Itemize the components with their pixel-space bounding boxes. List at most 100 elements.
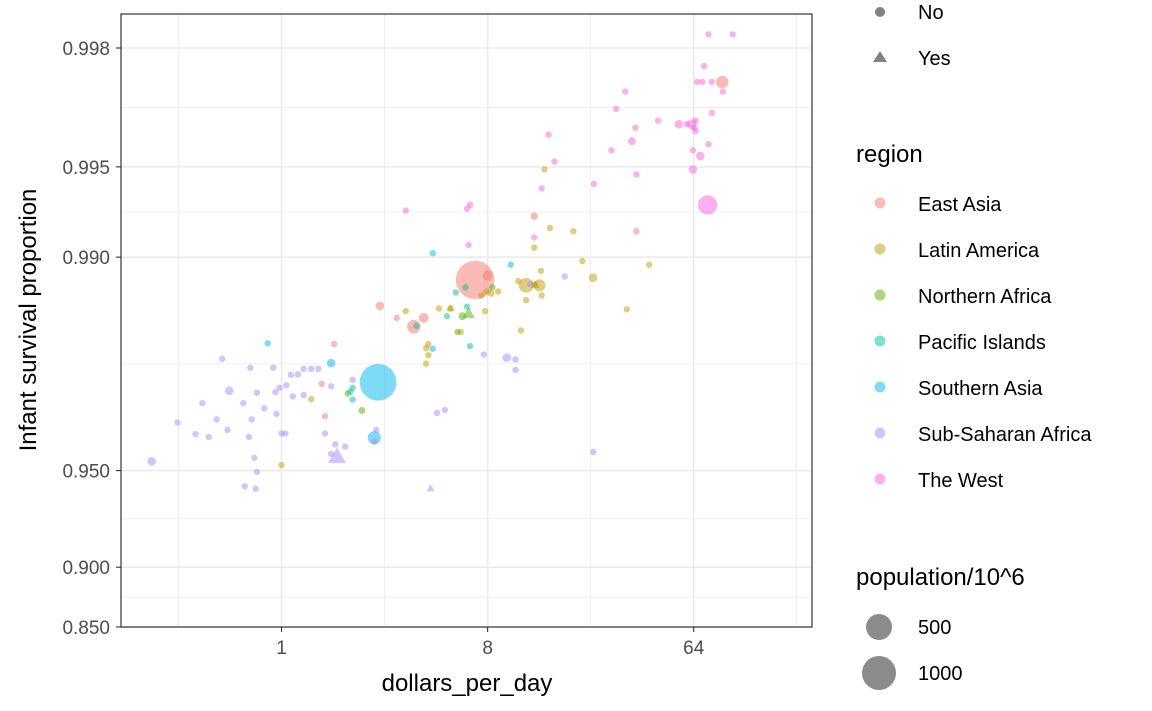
data-point [300,391,307,399]
legend-key-dot-icon [874,289,886,301]
data-point [489,284,496,291]
y-axis-title: Infant survival proportion [15,189,42,452]
data-point [462,284,469,291]
data-point [308,365,315,373]
data-point [261,405,268,412]
data-point [318,380,325,388]
data-point [530,212,538,220]
data-point [654,117,662,124]
data-point-triangle [530,280,540,289]
data-point [589,448,597,456]
y-tick-label: 0.850 [62,618,110,639]
data-point [327,383,335,390]
data-point [613,105,620,113]
data-point [447,305,454,312]
data-point [608,147,615,154]
data-point [481,307,489,315]
data-point [441,406,449,414]
legend-key-triangle-icon [873,51,887,62]
size-key-1000-icon [862,656,896,690]
data-point [252,485,259,492]
data-point [359,363,397,401]
data-point [270,364,277,371]
y-axis-ticks: 0.850 0.900 0.950 0.990 0.995 0.998 [62,39,121,639]
data-point [627,137,636,146]
data-point [425,351,432,359]
x-major-gridlines [280,14,695,627]
data-point [515,277,522,285]
data-point [147,456,157,466]
x-axis-ticks: 1 8 64 [276,627,705,659]
legend-key-dot-icon [874,427,886,439]
data-point [494,288,502,295]
data-point [546,224,554,232]
y-major-gridlines [121,47,812,628]
data-point [287,371,295,379]
data-point [327,450,335,458]
data-point [213,416,220,423]
data-point [276,384,283,392]
data-point [241,483,248,490]
data-point [708,78,715,86]
data-point [272,388,279,396]
data-point [433,409,441,417]
data-point [465,241,472,249]
data-point [692,128,699,135]
data-point [264,340,271,347]
data-point [715,75,729,89]
data-point [683,121,691,128]
data-point [393,314,400,322]
data-point [531,244,538,251]
population-legend: population/10^6 500 1000 [856,564,1025,690]
data-point [692,117,699,124]
data-point [367,431,381,445]
data-point [224,426,231,434]
data-point [480,351,488,358]
legend-key-dot-icon [874,243,886,255]
size-label-500: 500 [918,617,951,639]
data-point [633,171,640,178]
data-point [349,384,356,392]
data-point [294,371,302,378]
data-point [326,358,336,368]
legend-label-region: Latin America [918,240,1040,262]
data-point [283,382,290,389]
data-point [278,461,285,469]
data-point [708,109,715,117]
data-point [282,430,289,437]
data-point [315,365,322,373]
x-tick-label: 1 [276,638,287,659]
data-point [373,426,380,434]
legend-key-dot-icon [874,473,886,485]
data-point [247,364,254,371]
legend-label-region: Southern Asia [918,378,1043,400]
y-tick-label: 0.900 [62,558,110,579]
legend-key-dot-icon [874,335,886,347]
data-point [705,141,712,148]
data-point [570,228,577,235]
population-legend-title: population/10^6 [856,564,1025,591]
data-point [588,273,598,282]
data-point [699,78,706,86]
data-point [308,395,315,403]
data-point [466,342,474,350]
data-point [645,261,653,268]
data-point [527,281,534,288]
data-point [371,438,378,445]
y-tick-label: 0.995 [62,158,110,179]
data-points [147,31,736,492]
data-point [219,355,226,363]
data-point [289,393,296,400]
data-point [341,443,349,450]
data-point [507,261,514,268]
x-tick-label: 64 [683,638,705,659]
legend-label-region: Northern Africa [918,286,1052,308]
data-point [531,234,538,241]
data-point [435,305,443,312]
data-point [429,249,436,257]
data-point [579,257,586,265]
data-point [422,344,430,352]
y-tick-label: 0.990 [62,248,110,269]
region-legend-title: region [856,141,923,168]
data-point [633,228,640,235]
